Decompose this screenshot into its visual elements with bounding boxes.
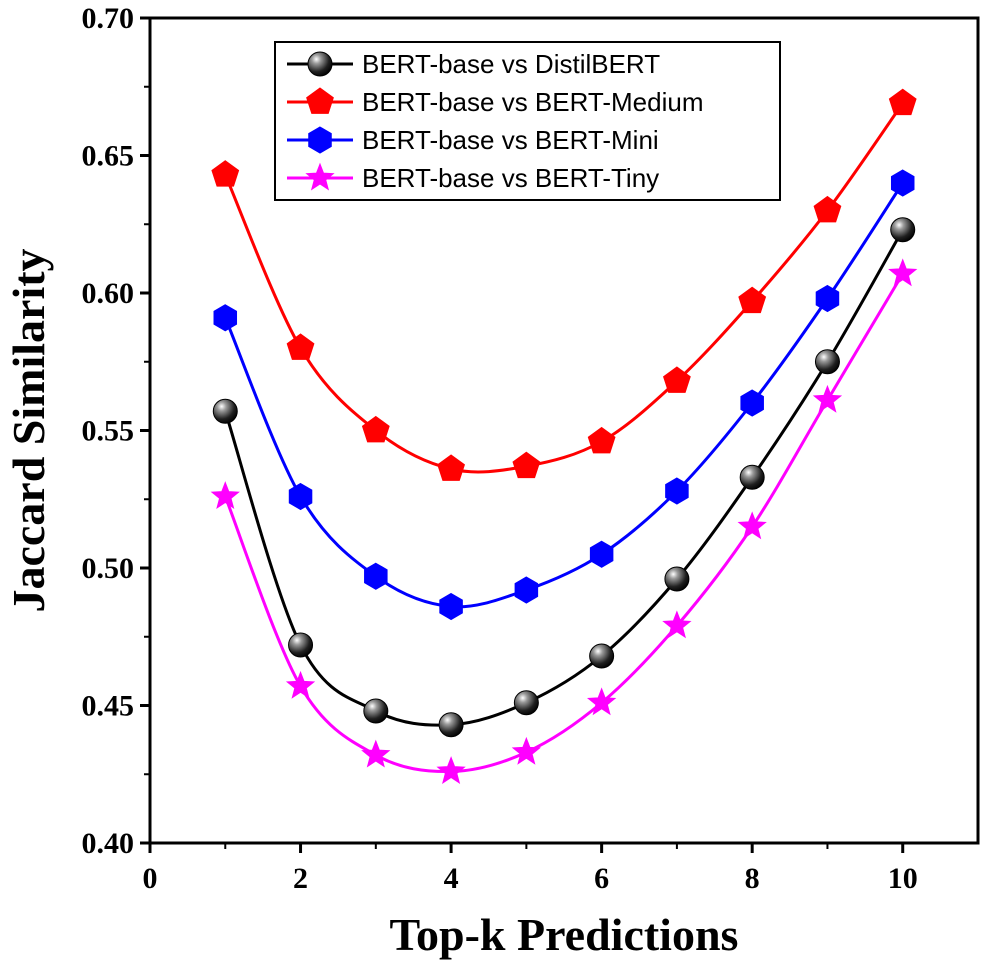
data-point [438, 712, 464, 738]
data-point [890, 217, 916, 243]
legend-entry: BERT-base vs BERT-Mini [287, 125, 659, 155]
data-point [814, 349, 840, 375]
data-point [737, 511, 767, 540]
y-tick-label: 0.60 [82, 277, 135, 310]
data-point [212, 398, 238, 424]
legend-marker [307, 51, 333, 77]
data-point [286, 333, 315, 360]
data-point [436, 756, 466, 784]
data-point [512, 451, 541, 479]
legend-label: BERT-base vs BERT-Mini [362, 125, 659, 155]
data-point [813, 195, 842, 223]
y-tick-label: 0.45 [82, 690, 135, 723]
series-4 [210, 258, 918, 784]
data-point [439, 592, 463, 621]
legend-entry: BERT-base vs DistilBERT [287, 49, 660, 79]
data-point [586, 687, 617, 716]
data-point [663, 366, 691, 393]
data-point [662, 610, 692, 639]
data-point [740, 389, 764, 417]
legend: BERT-base vs DistilBERT BERT-base vs BERT… [274, 41, 781, 201]
x-tick-label: 2 [293, 862, 308, 895]
x-tick-label: 8 [745, 862, 760, 895]
y-tick-label: 0.65 [82, 140, 135, 173]
series-2 [211, 88, 917, 481]
y-tick-label: 0.70 [82, 2, 135, 35]
data-point [888, 258, 918, 287]
data-point [812, 384, 843, 413]
data-point [589, 540, 614, 568]
series-line [223, 182, 904, 609]
data-point [211, 160, 240, 187]
legend-box [274, 41, 781, 201]
legend-entry: BERT-base vs BERT-Tiny [287, 162, 659, 193]
data-point [664, 566, 690, 592]
data-point [288, 632, 314, 658]
series-3 [213, 169, 915, 621]
series-line [223, 229, 905, 727]
legend-label: BERT-base vs BERT-Tiny [362, 163, 659, 193]
series-layer [210, 88, 918, 784]
data-point [363, 698, 389, 724]
x-axis-title: Top-k Predictions [390, 909, 739, 960]
legend-marker [306, 87, 334, 114]
x-tick-label: 4 [444, 862, 459, 895]
data-point [285, 670, 316, 699]
x-tick-label: 0 [143, 862, 158, 895]
legend-marker [305, 162, 335, 191]
data-point [514, 576, 539, 604]
x-tick-label: 10 [888, 862, 918, 895]
data-point [364, 562, 388, 590]
axes-layer: 0 2 4 6 8 10 0.40 0.45 0.50 0.55 0.60 0.65 0.70 [82, 2, 918, 895]
data-point [665, 477, 689, 505]
data-point [738, 286, 767, 314]
series-line [223, 102, 904, 474]
data-point [288, 482, 313, 511]
y-tick-label: 0.55 [82, 415, 135, 448]
data-point [361, 739, 391, 768]
series-1 [212, 217, 916, 738]
legend-marker [308, 126, 332, 154]
data-point [815, 284, 840, 313]
data-point [511, 736, 542, 765]
y-tick-label: 0.40 [82, 827, 135, 860]
data-point [361, 415, 390, 443]
y-tick-label: 0.50 [82, 552, 135, 585]
data-point [589, 643, 615, 669]
data-point [888, 88, 917, 116]
legend-label: BERT-base vs BERT-Medium [362, 87, 704, 117]
y-axis-title: Jaccard Similarity [3, 248, 54, 612]
data-point [213, 304, 238, 332]
legend-label: BERT-base vs DistilBERT [362, 49, 660, 79]
data-point [587, 426, 616, 454]
x-tick-label: 6 [594, 862, 609, 895]
series-line [223, 272, 905, 774]
data-point [437, 454, 465, 481]
data-point [739, 464, 765, 490]
legend-entry: BERT-base vs BERT-Medium [287, 87, 704, 117]
data-point [513, 690, 539, 716]
data-point [890, 169, 915, 197]
data-point [210, 481, 240, 509]
